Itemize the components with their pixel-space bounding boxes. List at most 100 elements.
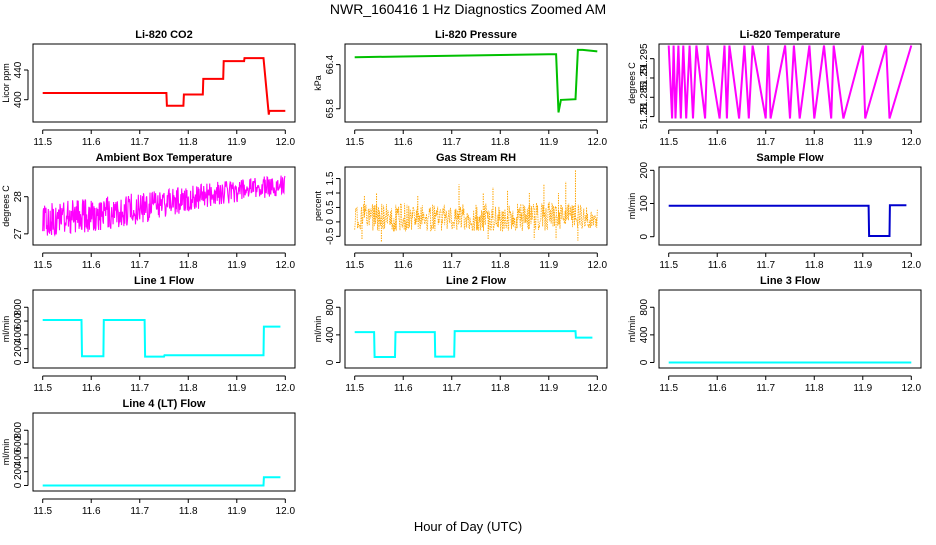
x-tick-label: 11.6 — [82, 383, 101, 394]
x-tick-label: 11.8 — [179, 383, 198, 394]
x-tick-label: 11.8 — [179, 506, 198, 517]
plot-area — [354, 169, 598, 243]
plot-frame — [658, 166, 922, 246]
x-tick-label: 11.7 — [756, 137, 775, 148]
y-axis-label: ml/min — [627, 193, 637, 220]
panel-line-1-flow: Line 1 Flow ml/min 11.5 11.6 11.7 11.8 11.9 12.… — [1, 275, 296, 394]
x-tick-label: 11.8 — [491, 137, 510, 148]
x-tick-label: 11.6 — [708, 383, 727, 394]
x-tick-label: 11.5 — [659, 137, 678, 148]
x-tick-label: 11.7 — [442, 137, 461, 148]
y-tick-label: 0.5 — [325, 200, 336, 214]
x-tick-label: 11.6 — [394, 137, 413, 148]
series-line-line-4-lt-flow — [42, 476, 281, 487]
x-tick-label: 12.0 — [276, 137, 296, 148]
x-tick-label: 12.0 — [902, 260, 922, 271]
y-tick-label: 0 — [325, 359, 336, 365]
x-tick-label: 11.6 — [82, 260, 101, 271]
plot-area — [42, 175, 286, 237]
y-tick-label: 51.285 — [639, 82, 650, 113]
panel-title: Line 2 Flow — [446, 275, 506, 287]
panel-sample-flow: Sample Flow ml/min 11.5 11.6 11.7 11.8 11.9 12.… — [627, 152, 922, 271]
y-tick-label: 600 — [13, 435, 24, 452]
y-axis-label: degrees C — [627, 62, 637, 104]
y-tick-label: 400 — [325, 326, 336, 343]
y-tick-label: 28 — [13, 191, 24, 203]
x-tick-label: 11.6 — [82, 137, 101, 148]
x-tick-label: 12.0 — [588, 137, 608, 148]
x-tick-label: 11.7 — [130, 383, 149, 394]
y-tick-label: 400 — [13, 326, 24, 343]
x-tick-label: 11.9 — [539, 137, 558, 148]
y-tick-label: 51.28 — [639, 104, 650, 129]
y-axis-label: kPa — [313, 75, 323, 91]
x-tick-label: 12.0 — [902, 137, 922, 148]
y-tick-label: 200 — [13, 463, 24, 480]
y-tick-label: 800 — [639, 298, 650, 315]
x-tick-label: 11.8 — [805, 137, 824, 148]
y-tick-label: 800 — [13, 421, 24, 438]
series-line-line-1-flow — [42, 319, 281, 358]
x-tick-label: 11.8 — [805, 383, 824, 394]
x-tick-label: 11.9 — [227, 383, 246, 394]
y-axis-label: ml/min — [1, 439, 11, 466]
panel-line-2-flow: Line 2 Flow ml/min 11.5 11.6 11.7 11.8 11.9 12.… — [313, 275, 608, 394]
x-tick-label: 11.7 — [442, 260, 461, 271]
y-tick-label: 0 — [13, 359, 24, 365]
y-tick-label: 100 — [639, 195, 650, 212]
plot-area — [42, 476, 281, 487]
panel-title: Sample Flow — [756, 152, 824, 164]
y-tick-label: 27 — [13, 228, 24, 240]
x-tick-label: 11.6 — [82, 506, 101, 517]
y-tick-label: 0 — [639, 233, 650, 239]
x-tick-label: 11.6 — [708, 137, 727, 148]
y-tick-label: 0 — [639, 359, 650, 365]
plot-frame — [32, 166, 296, 246]
x-tick-label: 11.7 — [130, 260, 149, 271]
x-tick-label: 11.6 — [708, 260, 727, 271]
y-tick-label: 600 — [13, 312, 24, 329]
x-tick-label: 11.5 — [33, 260, 52, 271]
x-tick-label: 11.6 — [394, 260, 413, 271]
panel-line-3-flow: Line 3 Flow ml/min 11.5 11.6 11.7 11.8 11.9 12.… — [627, 275, 922, 394]
figure-title: NWR_160416 1 Hz Diagnostics Zoomed AM — [330, 1, 606, 17]
x-tick-label: 11.7 — [442, 383, 461, 394]
x-tick-label: 11.7 — [756, 260, 775, 271]
x-tick-label: 11.9 — [539, 260, 558, 271]
plot-frame — [344, 43, 608, 123]
panel-line-4-lt-flow: Line 4 (LT) Flow ml/min 11.5 11.6 11.7 11.8 11… — [1, 398, 296, 517]
panel-title: Li-820 Temperature — [740, 29, 841, 41]
series-line-line-2-flow — [354, 330, 593, 358]
x-tick-label: 11.9 — [853, 137, 872, 148]
x-tick-label: 11.6 — [394, 383, 413, 394]
plot-area — [667, 45, 913, 119]
y-tick-label: 1 — [325, 190, 336, 196]
y-tick-label: 400 — [13, 449, 24, 466]
plot-frame — [32, 43, 296, 123]
x-tick-label: 11.9 — [853, 260, 872, 271]
x-tick-label: 12.0 — [276, 260, 296, 271]
series-line-li-820-co2 — [42, 57, 286, 115]
y-axis-label: percent — [313, 190, 323, 221]
panel-ambient-box-temperature: Ambient Box Temperature degrees C 11.5 11.6… — [1, 152, 296, 271]
plot-area — [354, 330, 593, 358]
plot-area — [668, 204, 907, 237]
x-tick-label: 12.0 — [276, 383, 296, 394]
y-tick-label: 200 — [13, 340, 24, 357]
y-tick-label: -0.5 — [325, 227, 336, 245]
x-tick-label: 11.8 — [491, 260, 510, 271]
x-tick-label: 11.5 — [659, 260, 678, 271]
x-tick-label: 11.7 — [130, 506, 149, 517]
y-tick-label: 400 — [639, 326, 650, 343]
panel-title: Line 4 (LT) Flow — [123, 398, 206, 410]
plot-area — [42, 57, 286, 115]
y-axis-label: ml/min — [627, 316, 637, 343]
x-tick-label: 11.5 — [345, 260, 364, 271]
y-tick-label: 0 — [13, 482, 24, 488]
x-tick-label: 11.7 — [130, 137, 149, 148]
panel-title: Line 3 Flow — [760, 275, 820, 287]
x-tick-label: 11.8 — [179, 137, 198, 148]
